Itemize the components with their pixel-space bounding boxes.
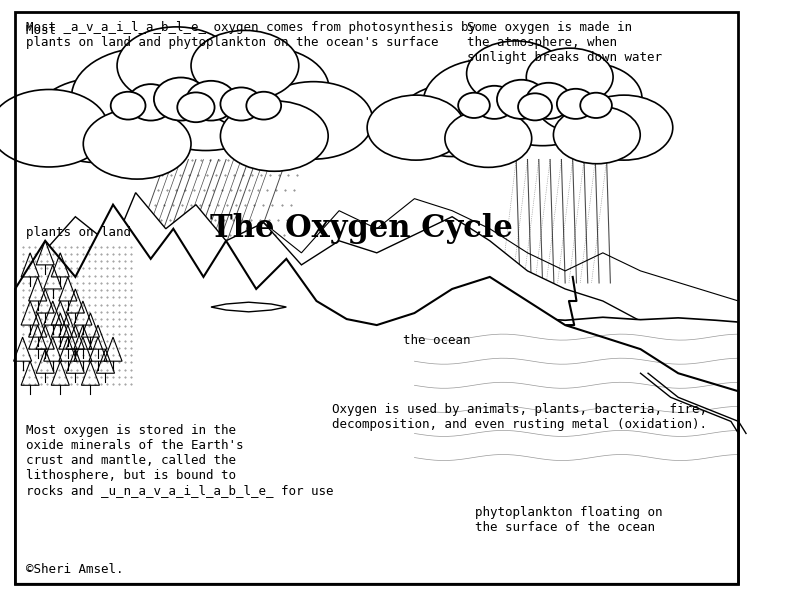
Ellipse shape xyxy=(72,48,223,146)
Text: Some oxygen is made in
the atmosphere, when
sunlight breaks down water: Some oxygen is made in the atmosphere, w… xyxy=(467,21,662,64)
Ellipse shape xyxy=(0,90,109,167)
Polygon shape xyxy=(211,302,286,312)
Ellipse shape xyxy=(367,95,465,160)
Circle shape xyxy=(111,92,146,120)
Ellipse shape xyxy=(445,110,532,167)
Text: Most ̲a̲v̲a̲i̲l̲a̲b̲l̲e̲ oxygen comes from photosynthesis by
plants on land and : Most ̲a̲v̲a̲i̲l̲a̲b̲l̲e̲ oxygen comes fr… xyxy=(27,21,476,49)
Circle shape xyxy=(580,93,611,118)
Circle shape xyxy=(154,78,208,120)
Circle shape xyxy=(526,83,571,119)
Circle shape xyxy=(518,93,552,120)
Ellipse shape xyxy=(483,66,602,146)
Text: phytoplankton floating on
the surface of the ocean: phytoplankton floating on the surface of… xyxy=(475,506,662,534)
Ellipse shape xyxy=(527,48,613,106)
Ellipse shape xyxy=(534,63,642,135)
Ellipse shape xyxy=(135,59,275,150)
Ellipse shape xyxy=(220,101,328,171)
Circle shape xyxy=(128,84,173,120)
Text: ©Sheri Amsel.: ©Sheri Amsel. xyxy=(27,563,124,576)
Circle shape xyxy=(497,79,546,119)
Text: the ocean: the ocean xyxy=(403,334,471,347)
Ellipse shape xyxy=(191,30,299,101)
Ellipse shape xyxy=(553,106,640,164)
Text: Most oxygen is stored in the
oxide minerals of the Earth's
crust and mantle, cal: Most oxygen is stored in the oxide miner… xyxy=(27,424,334,497)
Circle shape xyxy=(557,88,594,119)
Text: Most: Most xyxy=(27,24,64,37)
Ellipse shape xyxy=(467,41,564,106)
Text: Oxygen is used by animals, plants, bacteria, fire,
decomposition, and even rusti: Oxygen is used by animals, plants, bacte… xyxy=(331,403,707,432)
Ellipse shape xyxy=(254,82,373,159)
Ellipse shape xyxy=(200,47,329,131)
Polygon shape xyxy=(15,205,738,584)
Ellipse shape xyxy=(423,59,553,146)
Circle shape xyxy=(220,87,262,120)
Polygon shape xyxy=(15,433,738,584)
Ellipse shape xyxy=(575,95,673,160)
Circle shape xyxy=(246,92,281,120)
Polygon shape xyxy=(415,317,738,584)
Ellipse shape xyxy=(83,108,191,179)
Circle shape xyxy=(458,93,490,118)
Polygon shape xyxy=(226,199,738,584)
Ellipse shape xyxy=(117,27,235,104)
Circle shape xyxy=(187,81,236,120)
Text: plants on land: plants on land xyxy=(27,226,131,239)
Text: The Oxygen Cycle: The Oxygen Cycle xyxy=(210,213,513,244)
Circle shape xyxy=(474,86,515,119)
Polygon shape xyxy=(15,193,738,584)
Ellipse shape xyxy=(33,78,163,163)
Ellipse shape xyxy=(398,84,506,157)
Circle shape xyxy=(177,93,215,122)
